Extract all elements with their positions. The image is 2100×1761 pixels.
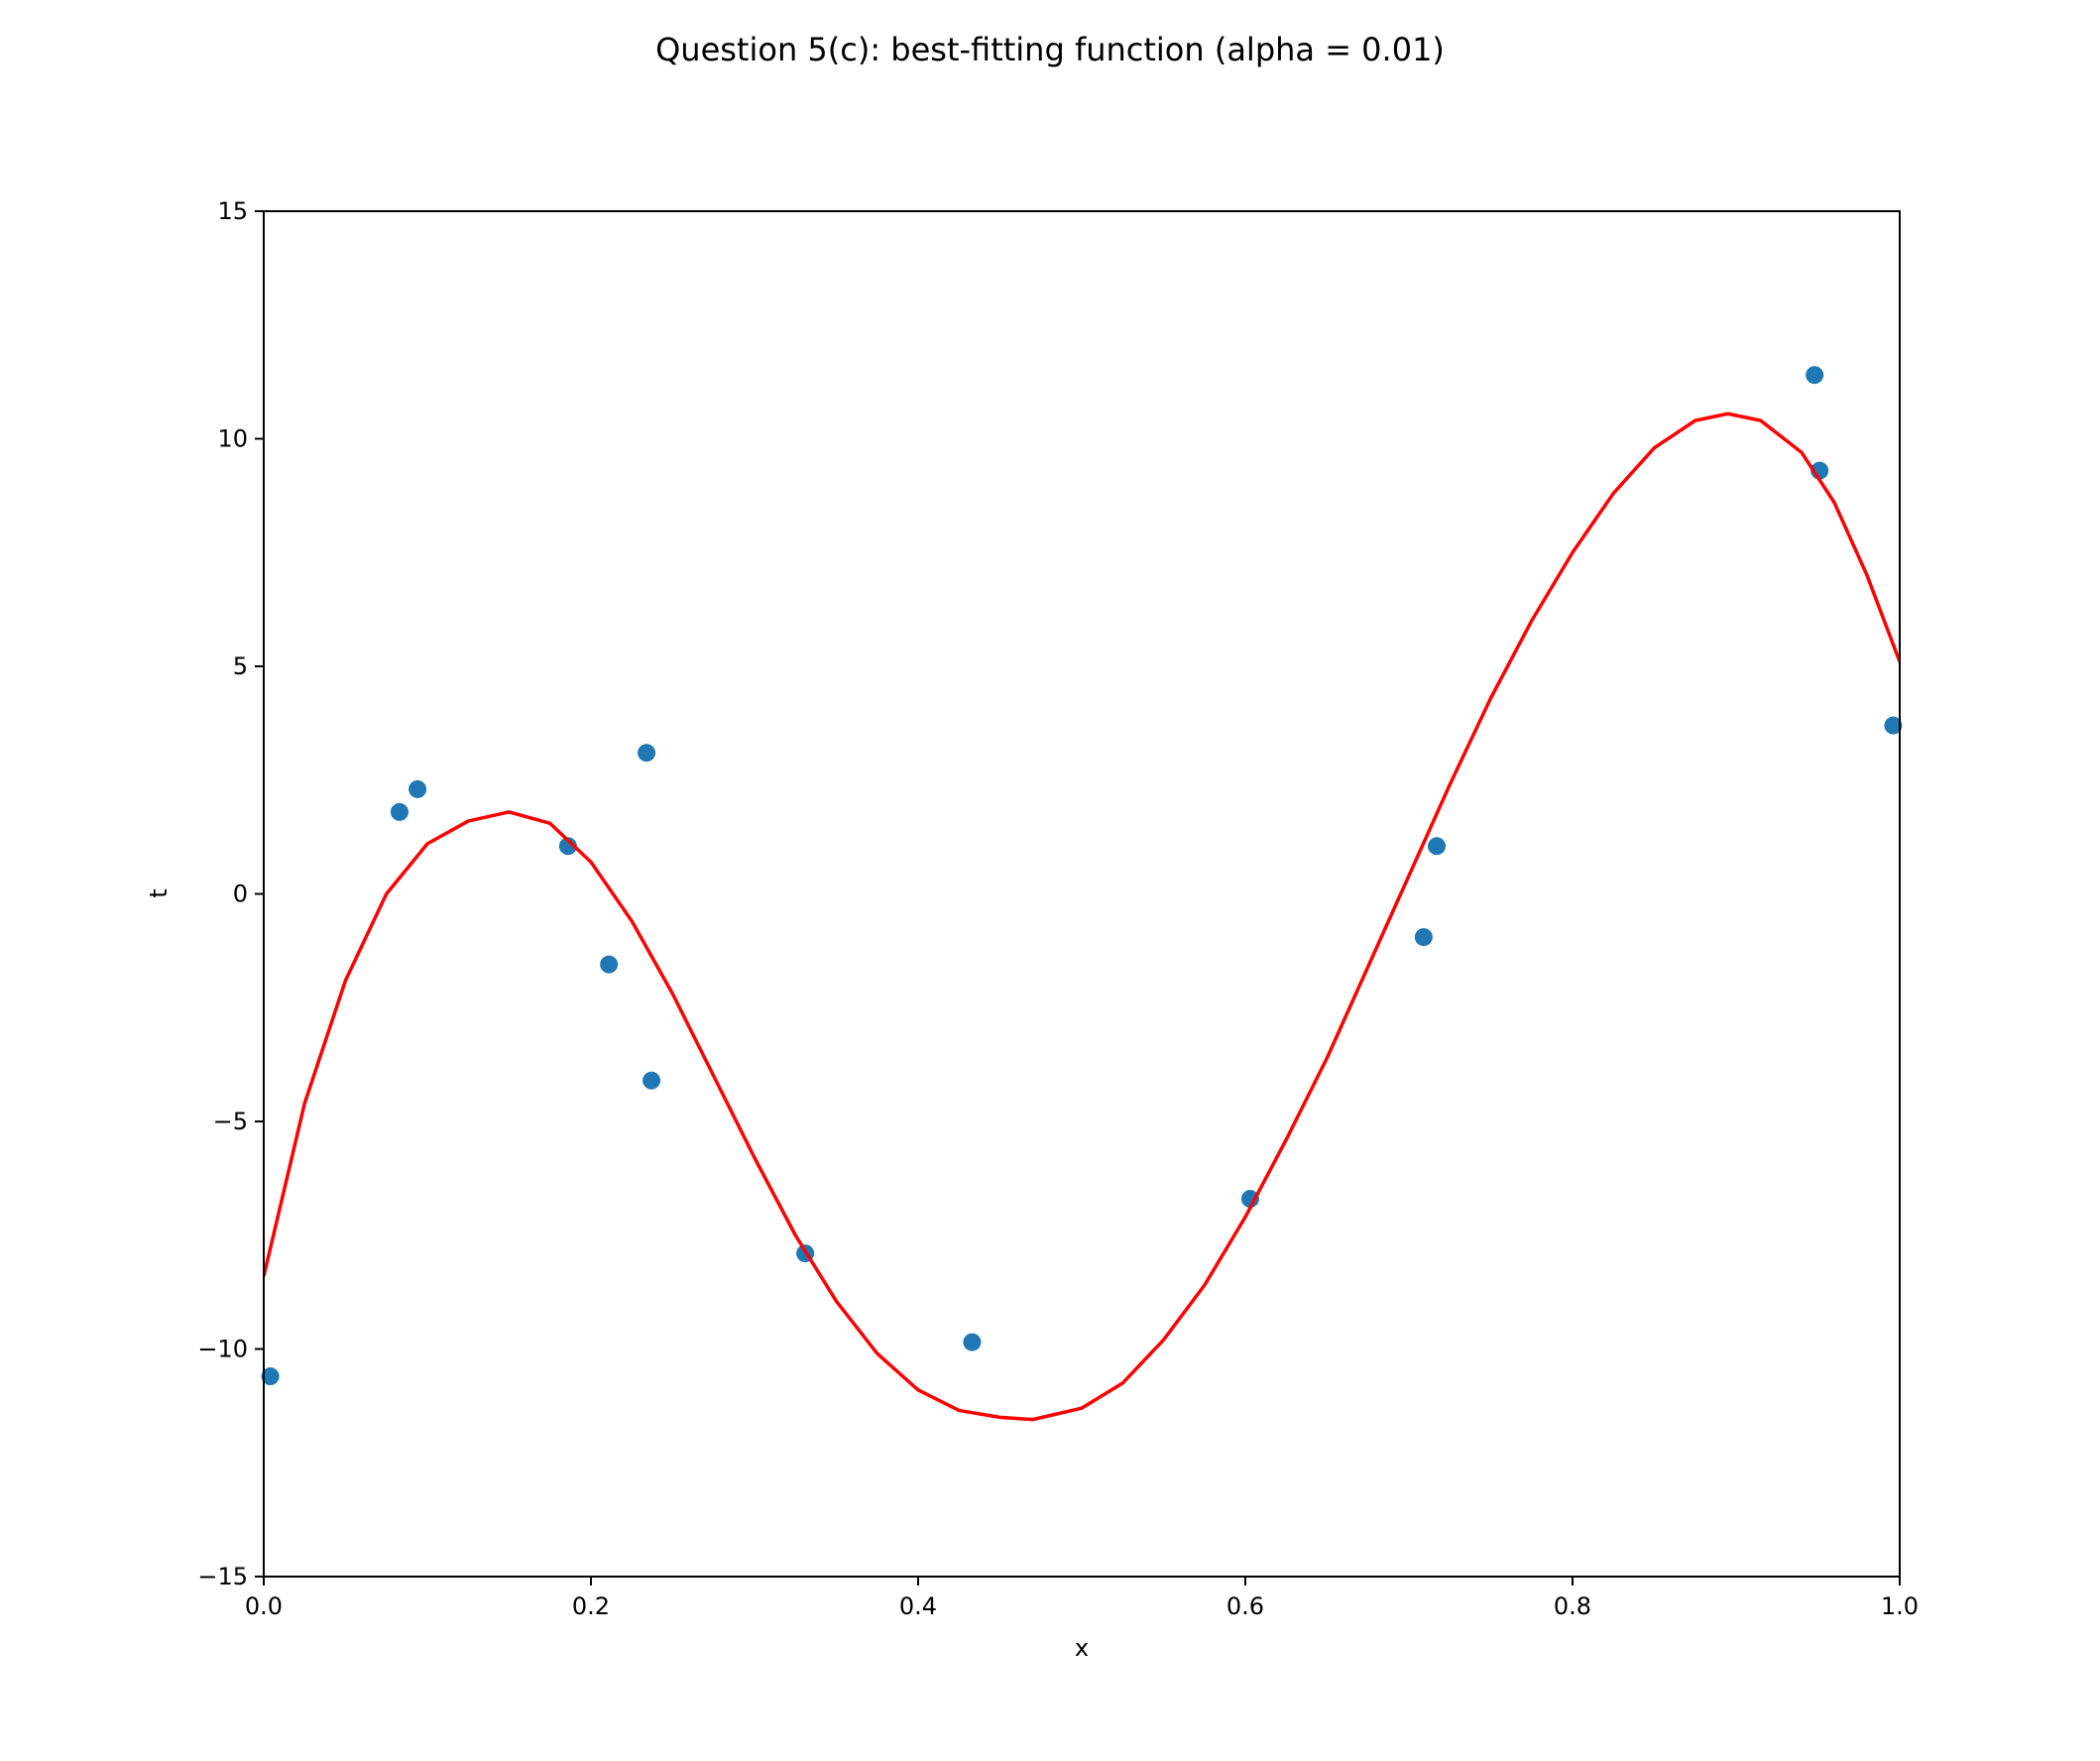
axes-frame bbox=[263, 210, 1901, 1578]
scatter-point bbox=[1884, 716, 1903, 735]
scatter-point bbox=[1806, 366, 1824, 385]
x-tick-label: 0.0 bbox=[245, 1592, 283, 1620]
scatter-point bbox=[642, 1071, 661, 1090]
x-axis-label: x bbox=[1075, 1634, 1089, 1662]
x-tick-label: 0.4 bbox=[899, 1592, 937, 1620]
x-tick-label: 0.6 bbox=[1226, 1592, 1264, 1620]
y-tick-label: 10 bbox=[217, 425, 248, 453]
y-tick-label: 15 bbox=[217, 197, 248, 225]
fitted-curve-line bbox=[264, 411, 1900, 1422]
plot-area bbox=[261, 366, 1903, 1422]
y-tick-label: 0 bbox=[233, 880, 248, 908]
scatter-point bbox=[963, 1333, 982, 1351]
scatter-point bbox=[600, 955, 619, 974]
scatter-point bbox=[558, 837, 577, 856]
scatter-point bbox=[638, 744, 656, 763]
chart-title: Question 5(c): best-fitting function (al… bbox=[655, 31, 1445, 68]
y-axis-label: t bbox=[145, 888, 173, 897]
scatter-point bbox=[1428, 837, 1447, 856]
scatter-point bbox=[408, 779, 427, 798]
y-tick-label: −15 bbox=[197, 1563, 248, 1590]
y-tick-label: 5 bbox=[233, 652, 248, 680]
scatter-point bbox=[1414, 928, 1433, 947]
x-axis-ticks: 0.0 0.2 0.4 0.6 0.8 1.0 bbox=[245, 1577, 1919, 1620]
y-axis-ticks: −15 −10 −5 0 5 10 15 bbox=[197, 197, 264, 1590]
scatter-point bbox=[261, 1367, 280, 1386]
x-tick-label: 0.8 bbox=[1554, 1592, 1591, 1620]
x-tick-label: 1.0 bbox=[1881, 1592, 1919, 1620]
y-tick-label: −5 bbox=[213, 1108, 248, 1135]
scatter-point bbox=[390, 802, 408, 821]
scatter-point bbox=[1240, 1190, 1259, 1209]
y-tick-label: −10 bbox=[197, 1336, 248, 1363]
x-tick-label: 0.2 bbox=[572, 1592, 610, 1620]
